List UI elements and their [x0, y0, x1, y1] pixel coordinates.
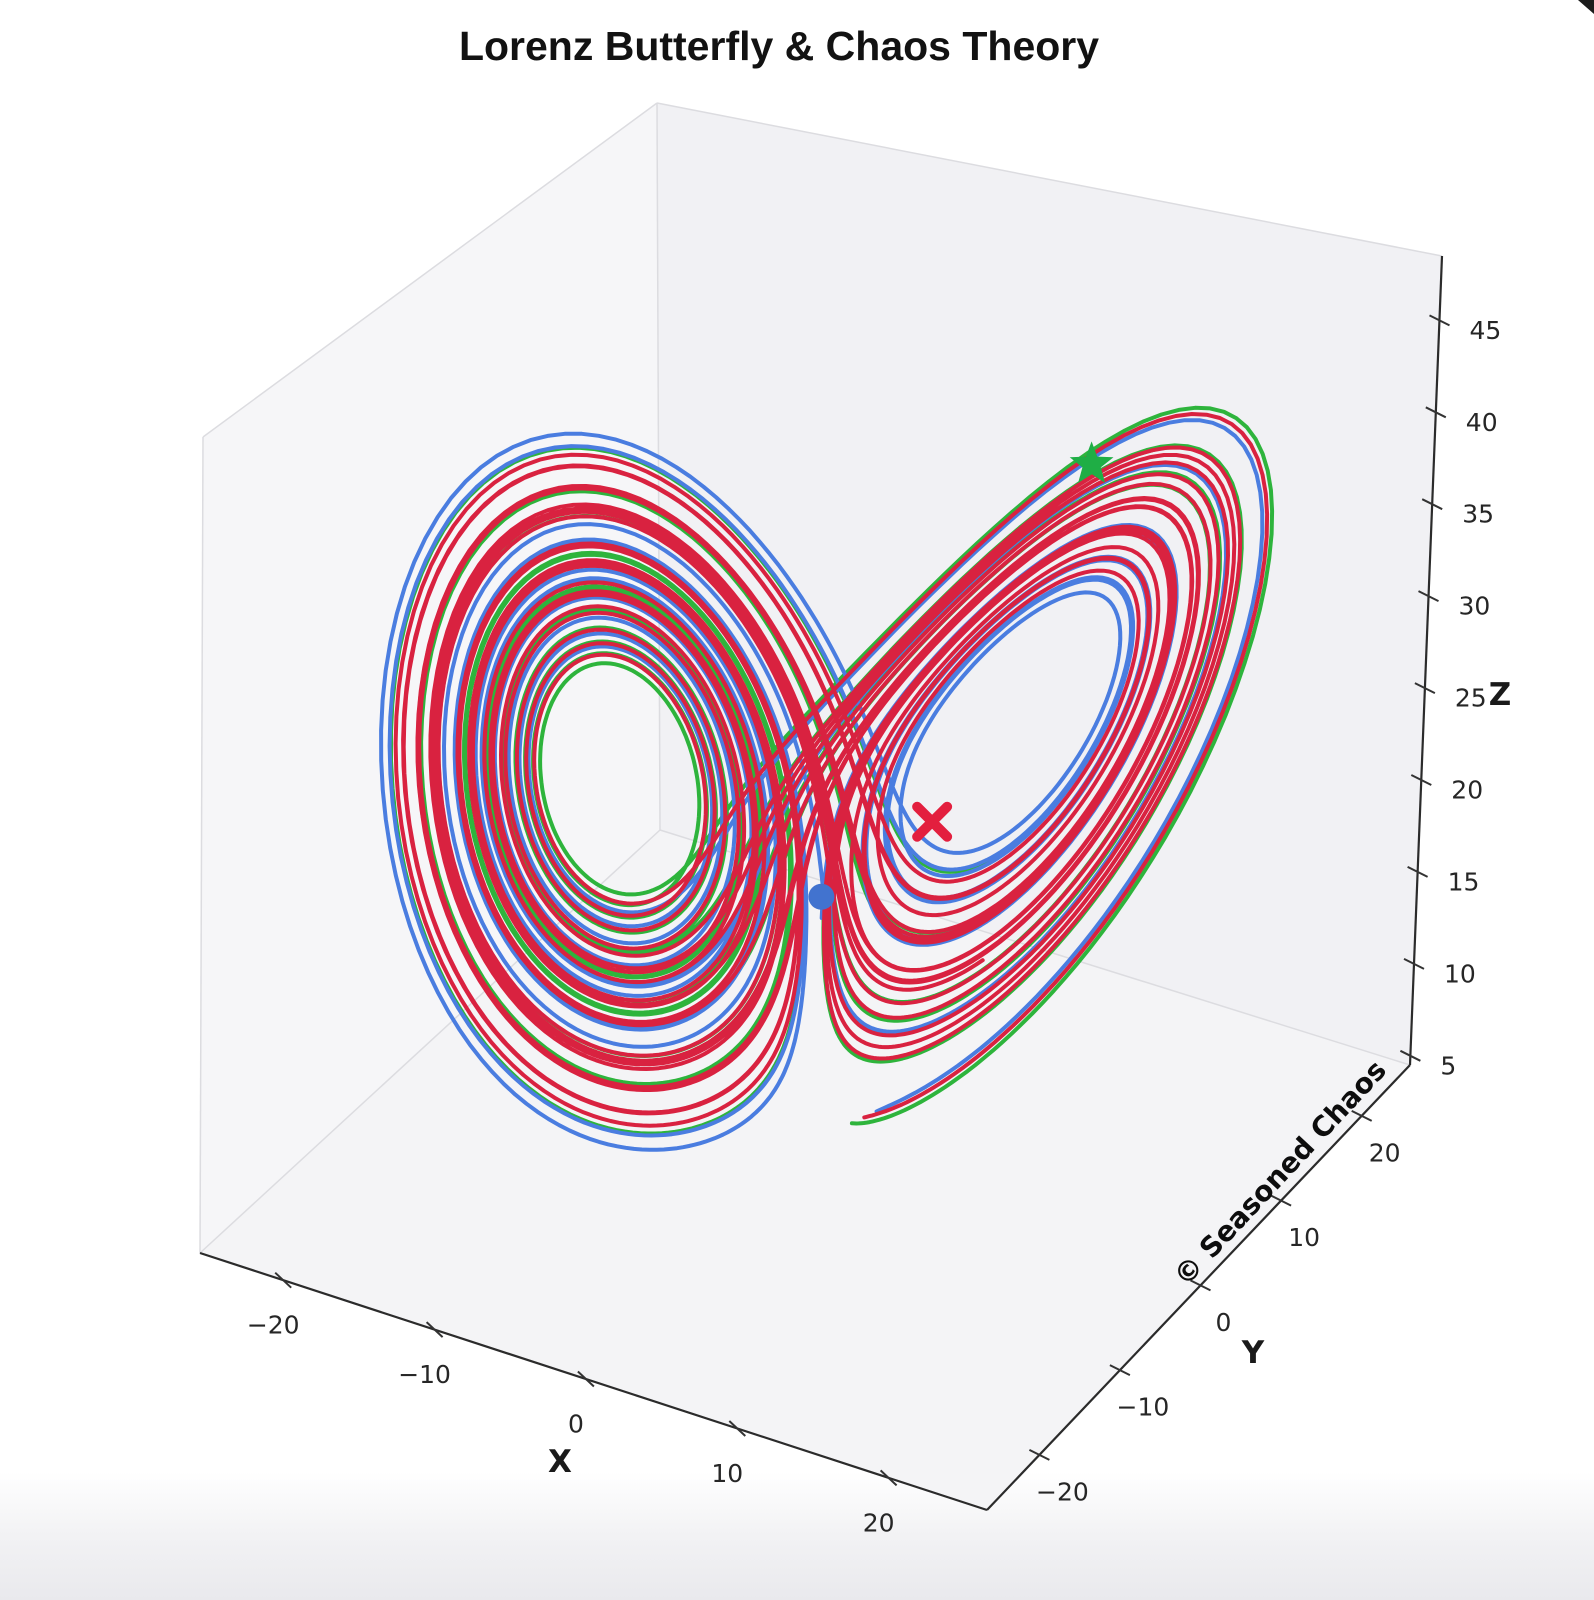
y-tick [1270, 1194, 1292, 1207]
star-marker [1069, 441, 1114, 483]
y-tick-label: 10 [1288, 1223, 1320, 1252]
x-tick [728, 1420, 746, 1437]
z-tick [1403, 958, 1425, 970]
x-tick-label: −20 [247, 1311, 300, 1340]
z-tick-label: 5 [1440, 1051, 1456, 1080]
trajectory-red [393, 412, 1270, 1128]
z-tick-label: 15 [1448, 867, 1480, 896]
z-tick [1410, 774, 1432, 786]
y-tick [1028, 1449, 1050, 1461]
circle-marker [808, 883, 835, 910]
pane-floor [200, 830, 1410, 1510]
trajectory-lines [379, 405, 1275, 1152]
z-tick-label: 40 [1466, 408, 1498, 437]
pane-left [200, 103, 660, 1253]
x-tick [879, 1469, 898, 1487]
trajectory-blue [379, 418, 1265, 1152]
y-axis-label: Y [1241, 1335, 1265, 1371]
z-tick [1407, 866, 1429, 878]
pane-edge [656, 102, 661, 831]
x-tick [425, 1321, 444, 1338]
z-tick-label: 25 [1455, 684, 1487, 713]
z-tick-label: 35 [1462, 500, 1494, 529]
trajectory-markers [808, 441, 1114, 910]
z-tick-label: 30 [1459, 592, 1491, 621]
x-tick-label: 0 [568, 1410, 584, 1439]
y-axis-line [986, 1064, 1411, 1511]
x-tick-label: 10 [711, 1459, 743, 1488]
x-axis-line [199, 1251, 988, 1512]
z-tick-label: 45 [1470, 316, 1502, 345]
x-axis-label: X [548, 1444, 572, 1480]
x-tick [577, 1370, 595, 1388]
y-tick [1351, 1110, 1373, 1122]
z-tick [1429, 314, 1450, 327]
z-tick [1418, 590, 1439, 602]
x-tick [274, 1271, 292, 1289]
axis-tick-marks [274, 314, 1450, 1487]
z-axis-line [1408, 255, 1444, 1066]
y-tick-label: −20 [1036, 1477, 1089, 1506]
x-marker [912, 801, 953, 842]
z-tick [1399, 1049, 1421, 1062]
axis-spines [199, 255, 1444, 1512]
z-tick [1414, 682, 1436, 694]
y-tick-label: 0 [1216, 1308, 1232, 1337]
x-tick-label: 20 [863, 1508, 895, 1537]
x-tick-label: −10 [398, 1360, 451, 1389]
z-tick [1421, 498, 1443, 511]
y-tick [1190, 1279, 1211, 1292]
pane-edge [199, 436, 204, 1254]
y-tick [1109, 1364, 1131, 1376]
y-tick-label: −10 [1117, 1393, 1170, 1422]
screen-corner-artifact [1578, 0, 1594, 14]
y-tick-label: 20 [1369, 1138, 1401, 1167]
pane-edge [656, 102, 1443, 257]
chart-title: Lorenz Butterfly & Chaos Theory [459, 23, 1099, 69]
pane-edge [202, 102, 658, 438]
z-tick-label: 10 [1444, 959, 1476, 988]
z-axis-label: Z [1489, 677, 1511, 713]
z-tick-label: 20 [1451, 776, 1483, 805]
z-tick [1425, 406, 1447, 419]
axis-tick-labels: −20 −10 0 10 20 −20 −10 0 10 20 5 10 15 20 25 30 35 40 45 [247, 316, 1501, 1538]
